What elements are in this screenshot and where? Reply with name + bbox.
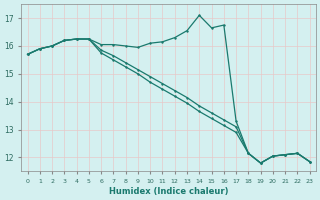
X-axis label: Humidex (Indice chaleur): Humidex (Indice chaleur) (109, 187, 228, 196)
